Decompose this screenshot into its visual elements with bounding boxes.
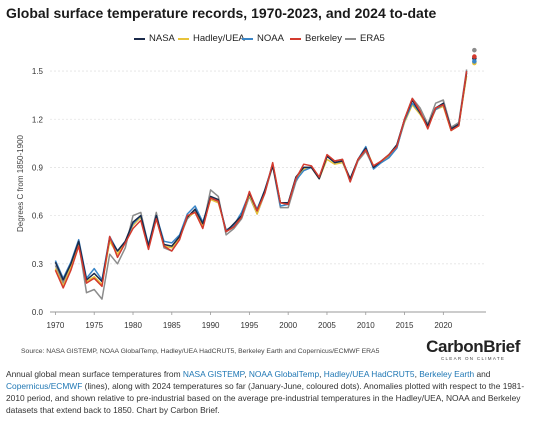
dot-2024-era5 [472,47,477,53]
dot-2024-berkeley [472,54,477,59]
legend-item-hadley-uea: Hadley/UEA [178,33,245,44]
y-tick-label: 1.2 [32,115,44,124]
legend-swatch [290,37,301,40]
chart-title: Global surface temperature records, 1970… [6,5,437,21]
caption-text: , [244,369,249,379]
series-line-nasa [54,72,468,283]
y-tick-label: 0.6 [32,212,44,221]
x-tick-label: 2005 [318,321,336,330]
legend-label: ERA5 [360,33,385,44]
x-tick-label: 1975 [85,321,103,330]
x-tick-label: 2015 [396,321,414,330]
x-tick-label: 1980 [124,321,142,330]
legend-swatch [242,37,253,40]
caption-text: , [319,369,324,379]
caption-text: Annual global mean surface temperatures … [6,369,183,379]
caption-text: (lines), along with 2024 temperatures so… [6,381,525,416]
x-tick-label: 1995 [240,321,258,330]
chart-legend: NASA Hadley/UEA NOAA Berkeley ERA5 [0,33,534,49]
x-tick-label: 1970 [47,321,65,330]
x-tick-label: 2020 [434,321,452,330]
chart-plot: 0.0 0.3 0.6 0.9 1.2 1.5 1970 1975 1980 1985 1990 19… [16,47,486,330]
legend-item-era5: ERA5 [345,33,385,44]
link-berkeley-earth[interactable]: Berkeley Earth [419,369,475,379]
legend-label: NOAA [257,33,284,44]
link-noaa-globaltemp[interactable]: NOAA GlobalTemp [248,369,320,379]
carbonbrief-logo: CarbonBrief CLEAR ON CLIMATE [426,337,520,362]
legend-swatch [134,37,145,40]
brand-tagline: CLEAR ON CLIMATE [440,356,506,361]
x-tick-label: 1990 [202,321,220,330]
brand-name: CarbonBrief [426,337,520,356]
x-tick-label: 1985 [163,321,181,330]
dot-2024-noaa [472,59,477,64]
y-tick-label: 0.0 [32,308,44,317]
y-tick-label: 1.5 [32,67,44,76]
legend-item-noaa: NOAA [242,33,284,44]
chart-caption: Annual global mean surface temperatures … [6,368,528,416]
y-tick-label: 0.9 [32,163,44,172]
legend-item-nasa: NASA [134,33,175,44]
link-nasa-gistemp[interactable]: NASA GISTEMP [182,369,245,379]
series-line-era5 [54,69,468,300]
legend-swatch [345,37,356,40]
legend-item-berkeley: Berkeley [290,33,342,44]
x-tick-label: 2000 [279,321,297,330]
link-hadcrut5[interactable]: Hadley/UEA HadCRUT5 [323,369,415,379]
y-tick-label: 0.3 [32,260,44,269]
link-copernicus-ecmwf[interactable]: Copernicus/ECMWF [6,381,83,392]
caption-text: and [474,369,491,379]
legend-label: Hadley/UEA [193,33,245,44]
y-axis-label: Degrees C from 1850-1900 [16,134,25,231]
source-note: Source: NASA GISTEMP, NOAA GlobalTemp, H… [21,348,380,355]
legend-label: Berkeley [305,33,342,44]
x-tick-label: 2010 [357,321,375,330]
legend-swatch [178,37,189,40]
series-line-berkeley [54,70,468,289]
caption-text: , [414,369,420,379]
series-line-noaa [54,70,468,281]
legend-label: NASA [149,33,175,44]
